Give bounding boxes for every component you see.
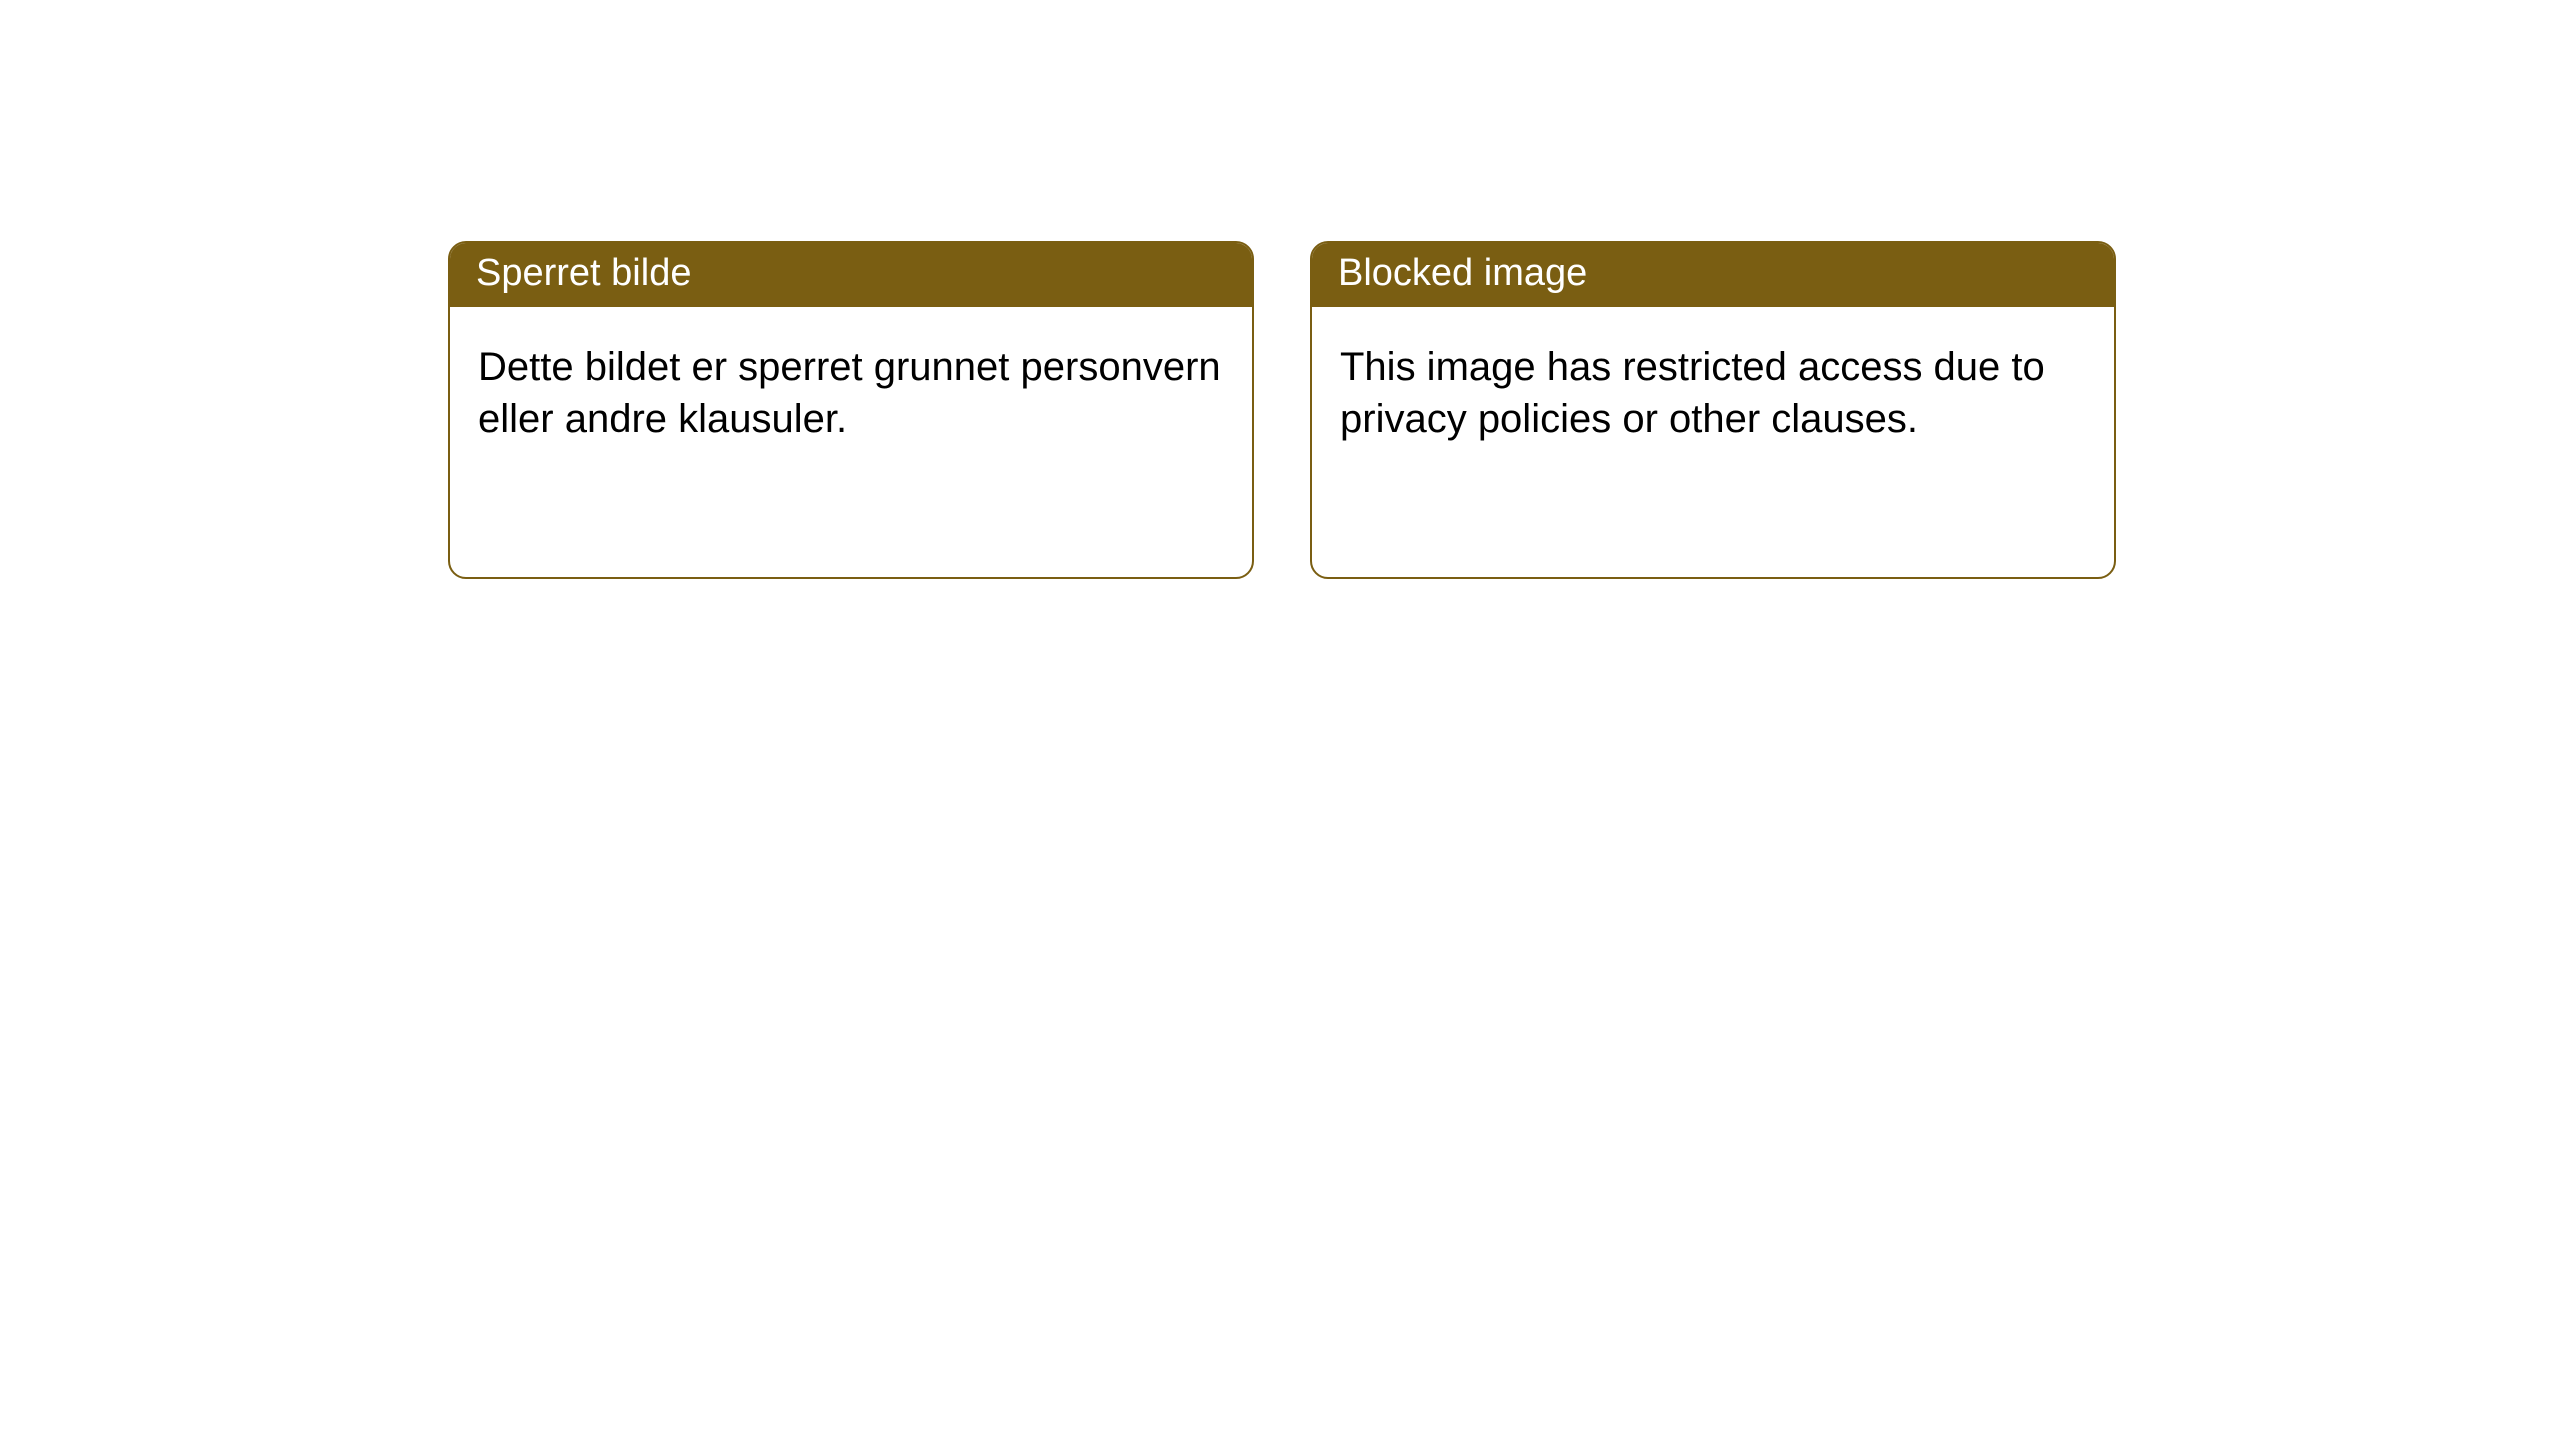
notice-title: Blocked image <box>1338 252 1587 294</box>
notice-body: Dette bildet er sperret grunnet personve… <box>450 307 1252 479</box>
notice-cards-container: Sperret bilde Dette bildet er sperret gr… <box>0 0 2560 579</box>
notice-header: Sperret bilde <box>450 243 1252 307</box>
notice-body-text: This image has restricted access due to … <box>1340 345 2045 441</box>
notice-body: This image has restricted access due to … <box>1312 307 2114 479</box>
notice-header: Blocked image <box>1312 243 2114 307</box>
notice-body-text: Dette bildet er sperret grunnet personve… <box>478 345 1221 441</box>
notice-card-norwegian: Sperret bilde Dette bildet er sperret gr… <box>448 241 1254 579</box>
notice-title: Sperret bilde <box>476 252 691 294</box>
notice-card-english: Blocked image This image has restricted … <box>1310 241 2116 579</box>
